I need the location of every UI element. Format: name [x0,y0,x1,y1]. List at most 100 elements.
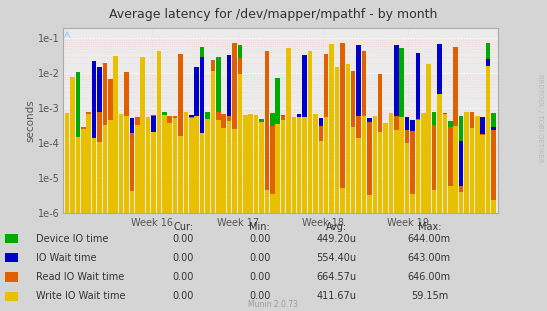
Bar [443,145,447,213]
Bar [141,57,145,213]
Bar [480,135,485,213]
Text: Cur:: Cur: [173,222,193,232]
Bar [464,187,469,213]
Bar [464,114,469,213]
Bar [383,192,388,213]
Bar [65,113,69,213]
Bar [130,133,134,213]
Bar [383,139,388,213]
Bar [459,192,463,213]
Bar [410,194,415,213]
Bar [194,123,199,213]
Bar [259,130,264,213]
Bar [162,143,167,213]
Bar [378,132,382,213]
Bar [103,133,107,213]
Bar [318,122,323,213]
Text: 0.00: 0.00 [249,272,271,282]
Bar [65,120,69,213]
Bar [297,134,301,213]
Bar [437,44,442,213]
Bar [480,117,485,213]
Bar [346,126,350,213]
Bar [86,112,91,213]
Bar [75,72,80,213]
Text: 0.00: 0.00 [249,253,271,263]
Bar [329,44,334,213]
Bar [308,51,312,213]
Bar [194,67,199,213]
Bar [459,141,463,213]
Bar [427,64,431,213]
Bar [275,124,280,213]
Bar [410,120,415,213]
Bar [383,123,388,213]
Bar [443,113,447,213]
Bar [437,125,442,213]
Bar [200,145,205,213]
Bar [367,122,371,213]
Text: RRDTOOL / TOBI OETIKER: RRDTOOL / TOBI OETIKER [537,74,543,163]
Text: Average latency for /dev/mapper/mpathf - by month: Average latency for /dev/mapper/mpathf -… [109,8,438,21]
Bar [216,112,220,213]
Bar [292,122,296,213]
Bar [464,201,469,213]
Bar [173,118,177,213]
Bar [346,64,350,213]
Text: 59.15m: 59.15m [411,291,448,301]
Bar [421,114,426,213]
Y-axis label: seconds: seconds [26,99,36,142]
Bar [162,112,167,213]
Bar [119,114,124,213]
Bar [270,126,275,213]
Bar [340,120,345,213]
Text: 554.40u: 554.40u [316,253,357,263]
Bar [432,135,437,213]
Bar [97,112,102,213]
Bar [254,144,258,213]
Bar [205,139,210,213]
Bar [410,137,415,213]
Bar [124,116,129,213]
Bar [324,54,329,213]
Bar [427,116,431,213]
Bar [302,54,307,213]
Bar [351,71,356,213]
Bar [71,119,75,213]
Bar [243,187,248,213]
Bar [237,74,242,213]
Bar [81,129,86,213]
Bar [211,60,215,213]
Bar [71,186,75,213]
Bar [356,118,361,213]
Bar [162,115,167,213]
Bar [313,122,318,213]
Bar [475,116,480,213]
Bar [141,128,145,213]
Bar [329,51,334,213]
Bar [405,117,409,213]
Text: 646.00m: 646.00m [408,272,451,282]
Bar [232,137,237,213]
Bar [270,145,275,213]
Bar [389,188,393,213]
Bar [351,114,356,213]
Bar [222,114,226,213]
Bar [178,136,183,213]
Bar [405,130,409,213]
Bar [367,122,371,213]
Bar [470,128,474,213]
Bar [103,118,107,213]
Bar [130,192,134,213]
Bar [292,188,296,213]
Bar [97,142,102,213]
Bar [340,135,345,213]
Bar [86,195,91,213]
Text: 0.00: 0.00 [172,234,194,244]
Bar [178,113,183,213]
Bar [216,115,220,213]
Bar [362,116,366,213]
Bar [313,114,318,213]
Bar [222,118,226,213]
Bar [459,186,463,213]
